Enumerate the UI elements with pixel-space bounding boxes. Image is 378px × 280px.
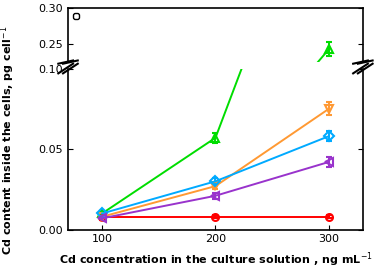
Text: Cd content inside the cells, pg cell$^{-1}$: Cd content inside the cells, pg cell$^{-… (0, 25, 17, 255)
Legend:  (73, 13, 79, 19)
X-axis label: Cd concentration in the culture solution , ng mL$^{-1}$: Cd concentration in the culture solution… (59, 250, 372, 269)
